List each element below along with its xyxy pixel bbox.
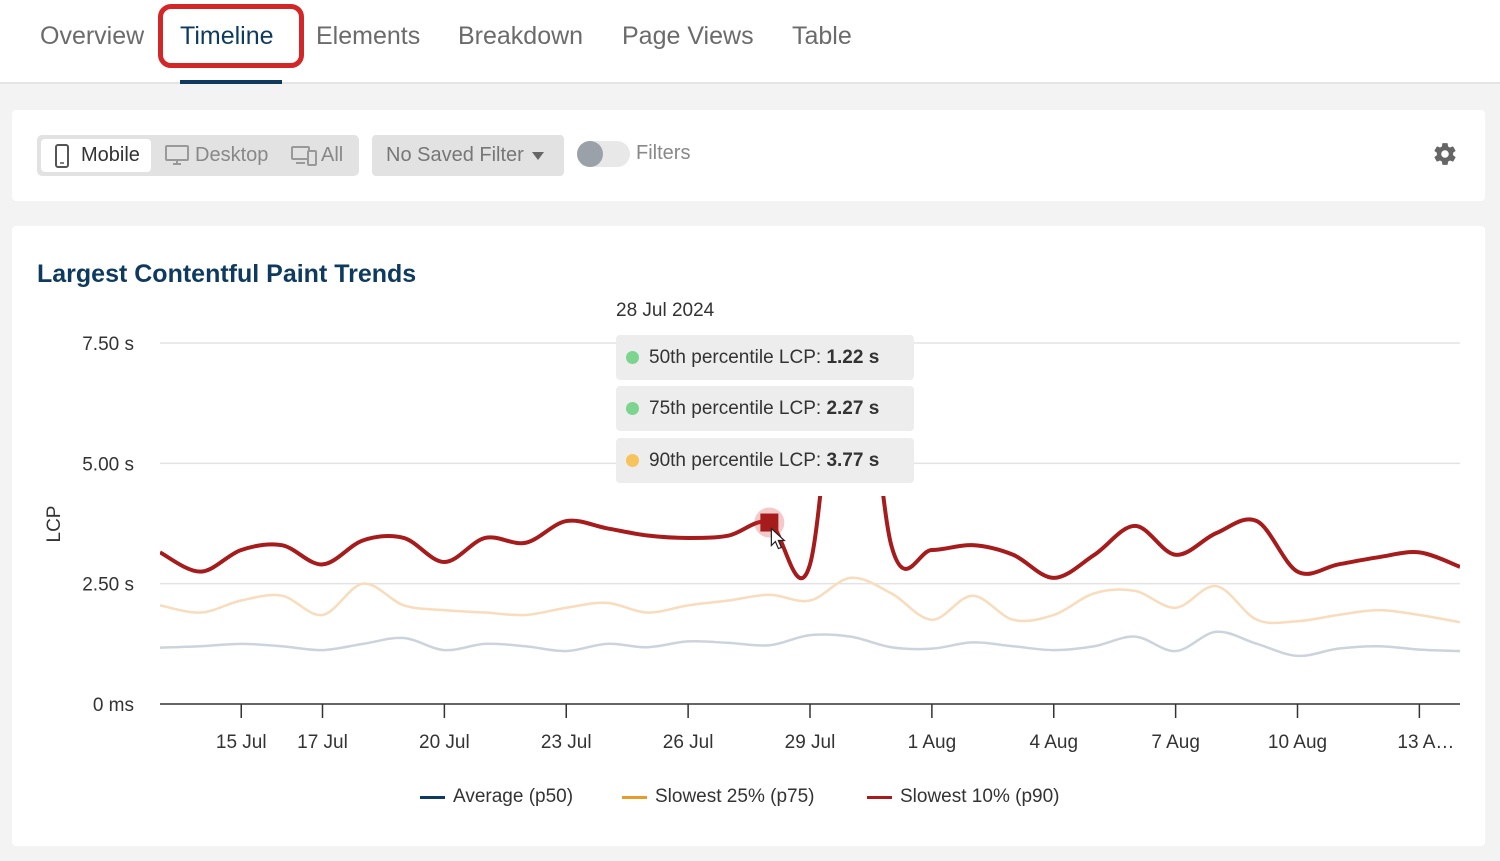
x-axis-ticks: 15 Jul 17 Jul 20 Jul 23 Jul 26 Jul 29 Jul 1 Au… — [216, 704, 1454, 753]
devices-icon — [291, 146, 317, 166]
device-desktop-label: Desktop — [195, 144, 269, 166]
device-mobile-button[interactable]: Mobile — [41, 139, 151, 172]
caret-down-icon — [532, 152, 544, 160]
x-tick-label: 29 Jul — [785, 732, 836, 753]
legend-swatch-p75 — [622, 796, 647, 799]
legend-swatch-p50 — [420, 796, 445, 799]
y-tick-label: 7.50 s — [82, 334, 134, 355]
cursor-icon — [770, 527, 786, 550]
legend-label-p90: Slowest 10% (p90) — [900, 786, 1060, 807]
series-line-p50 — [160, 630, 1460, 658]
phone-icon — [55, 144, 69, 168]
active-tab-indicator — [180, 80, 282, 84]
x-tick-label: 7 Aug — [1151, 732, 1200, 753]
legend-label-p50: Average (p50) — [453, 786, 574, 807]
tooltip-p90-value: 3.77 s — [826, 450, 880, 471]
tooltip-p90-label: 90th percentile LCP: — [649, 450, 827, 471]
filters-label: Filters — [636, 142, 691, 164]
filters-toggle[interactable] — [577, 141, 630, 167]
tooltip-p75-value: 2.27 s — [826, 398, 880, 419]
tooltip-p75-label: 75th percentile LCP: — [649, 398, 827, 419]
tooltip-row-p90: 90th percentile LCP: 3.77 s — [616, 438, 914, 483]
filter-bar: Mobile Desktop All No Saved Filter Filte… — [12, 110, 1485, 201]
saved-filter-label: No Saved Filter — [386, 144, 524, 166]
x-tick-label: 4 Aug — [1029, 732, 1078, 753]
series-line-p75 — [160, 576, 1460, 625]
x-tick-label: 1 Aug — [908, 732, 957, 753]
tooltip-row-p50: 50th percentile LCP: 1.22 s — [616, 335, 914, 380]
legend-label-p75: Slowest 25% (p75) — [655, 786, 815, 807]
x-tick-label: 15 Jul — [216, 732, 267, 753]
x-tick-label: 17 Jul — [297, 732, 348, 753]
status-warn-dot-icon — [626, 454, 639, 467]
device-selector: Mobile Desktop All — [37, 135, 359, 176]
tab-elements[interactable]: Elements — [316, 22, 421, 50]
x-tick-label: 20 Jul — [419, 732, 470, 753]
device-desktop-button[interactable]: Desktop — [161, 139, 273, 172]
hover-point — [760, 513, 779, 532]
chart-card — [12, 226, 1485, 846]
hover-marker — [754, 507, 786, 550]
device-all-button[interactable]: All — [289, 139, 349, 172]
tab-highlight-annotation — [158, 4, 304, 68]
monitor-icon — [165, 145, 189, 165]
x-tick-label: 23 Jul — [541, 732, 592, 753]
status-good-dot-icon — [626, 351, 639, 364]
saved-filter-dropdown[interactable]: No Saved Filter — [372, 135, 564, 176]
tab-bar: Overview Timeline Elements Breakdown Pag… — [0, 0, 1500, 84]
series-line-p90 — [160, 496, 1460, 581]
tab-page-views[interactable]: Page Views — [622, 22, 754, 50]
tooltip-date: 28 Jul 2024 — [616, 300, 715, 321]
y-axis-label: LCP — [44, 506, 65, 543]
chart-title: Largest Contentful Paint Trends — [37, 260, 417, 288]
tab-timeline[interactable]: Timeline — [180, 22, 274, 50]
tooltip-p50-label: 50th percentile LCP: — [649, 347, 827, 368]
tab-overview[interactable]: Overview — [40, 22, 145, 50]
tooltip-row-p75: 75th percentile LCP: 2.27 s — [616, 386, 914, 431]
status-good-dot-icon — [626, 402, 639, 415]
y-tick-label: 0 ms — [93, 695, 134, 716]
toggle-knob — [577, 141, 603, 167]
device-mobile-label: Mobile — [81, 144, 140, 166]
y-axis-ticks: 0 ms 2.50 s 5.00 s 7.50 s — [82, 334, 134, 716]
tab-breakdown[interactable]: Breakdown — [458, 22, 584, 50]
x-tick-label: 10 Aug — [1268, 732, 1327, 753]
y-tick-label: 2.50 s — [82, 575, 134, 596]
tooltip-p50-value: 1.22 s — [826, 347, 880, 368]
x-tick-label: 13 A… — [1397, 732, 1454, 753]
legend-swatch-p90 — [867, 796, 892, 799]
device-all-label: All — [321, 144, 344, 166]
x-tick-label: 26 Jul — [663, 732, 714, 753]
gear-icon[interactable] — [1432, 141, 1458, 167]
y-tick-label: 5.00 s — [82, 454, 134, 475]
tab-table[interactable]: Table — [792, 22, 852, 50]
series-lines — [160, 496, 1460, 658]
